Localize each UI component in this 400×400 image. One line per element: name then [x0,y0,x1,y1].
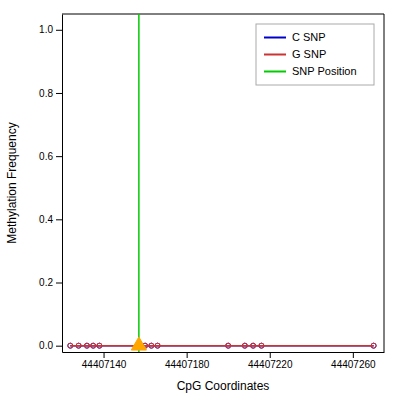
series-point [68,343,73,348]
legend: C SNP G SNP SNP Position [256,24,374,85]
tick: 0.8 [39,88,62,99]
tick: 0.0 [39,340,62,351]
plot: 444071404440718044407220444072600.00.20.… [39,14,384,370]
tick-mark [56,219,62,220]
y-axis: 0.0 0.2 0.4 0.6 0.8 1.0 [39,15,62,353]
tick-mark [270,352,271,358]
y-axis-title: Methylation Frequency [5,122,19,243]
series-point [76,343,81,348]
series-point [242,343,247,348]
legend-label: SNP Position [292,65,357,77]
series-line [70,345,373,347]
tick-label: 0.6 [39,151,53,162]
tick-mark [56,346,62,347]
tick-label: 0.2 [39,277,53,288]
series-point [371,343,376,348]
legend-swatch [264,37,286,39]
tick-label: 44407220 [248,359,293,370]
series-point [155,343,160,348]
frame-top [62,14,384,15]
snp-line [138,14,140,352]
series-line [70,345,373,347]
snp-marker [131,337,146,350]
frame-right [384,14,385,352]
legend-swatch [264,71,286,73]
tick-mark [56,156,62,157]
tick-label: 0.0 [39,340,53,351]
tick-label: 44407180 [165,359,210,370]
legend-label: G SNP [292,48,326,60]
axis-line [62,15,63,353]
tick: 0.6 [39,151,62,162]
tick: 44407180 [165,352,210,370]
tick-mark [187,352,188,358]
tick-label: 44407140 [82,359,127,370]
marks [68,14,376,352]
legend-label: C SNP [292,31,326,43]
tick: 1.0 [39,24,62,35]
series-point [84,343,89,348]
series-point [149,343,154,348]
axis-line [63,352,385,353]
tick-mark [56,30,62,31]
legend-frame [256,24,374,85]
tick-label: 44407260 [331,359,376,370]
x-axis: 44407140 44407180 44407220 44407260 [63,352,385,370]
series-point [251,343,256,348]
tick-mark [56,93,62,94]
series-point [226,343,231,348]
tick: 0.4 [39,214,62,225]
series-point [259,343,264,348]
chart: 444071404440718044407220444072600.00.20.… [0,0,400,400]
tick-label: 1.0 [39,24,53,35]
series-point [91,343,96,348]
tick-label: 0.8 [39,88,53,99]
tick: 44407140 [82,352,127,370]
tick: 44407220 [248,352,293,370]
tick: 44407260 [331,352,376,370]
series-point [97,343,102,348]
x-axis-title: CpG Coordinates [177,379,270,393]
tick-mark [353,352,354,358]
tick-label: 0.4 [39,214,53,225]
legend-swatch [264,54,286,56]
tick-mark [56,283,62,284]
tick: 0.2 [39,277,62,288]
tick-mark [104,352,105,358]
